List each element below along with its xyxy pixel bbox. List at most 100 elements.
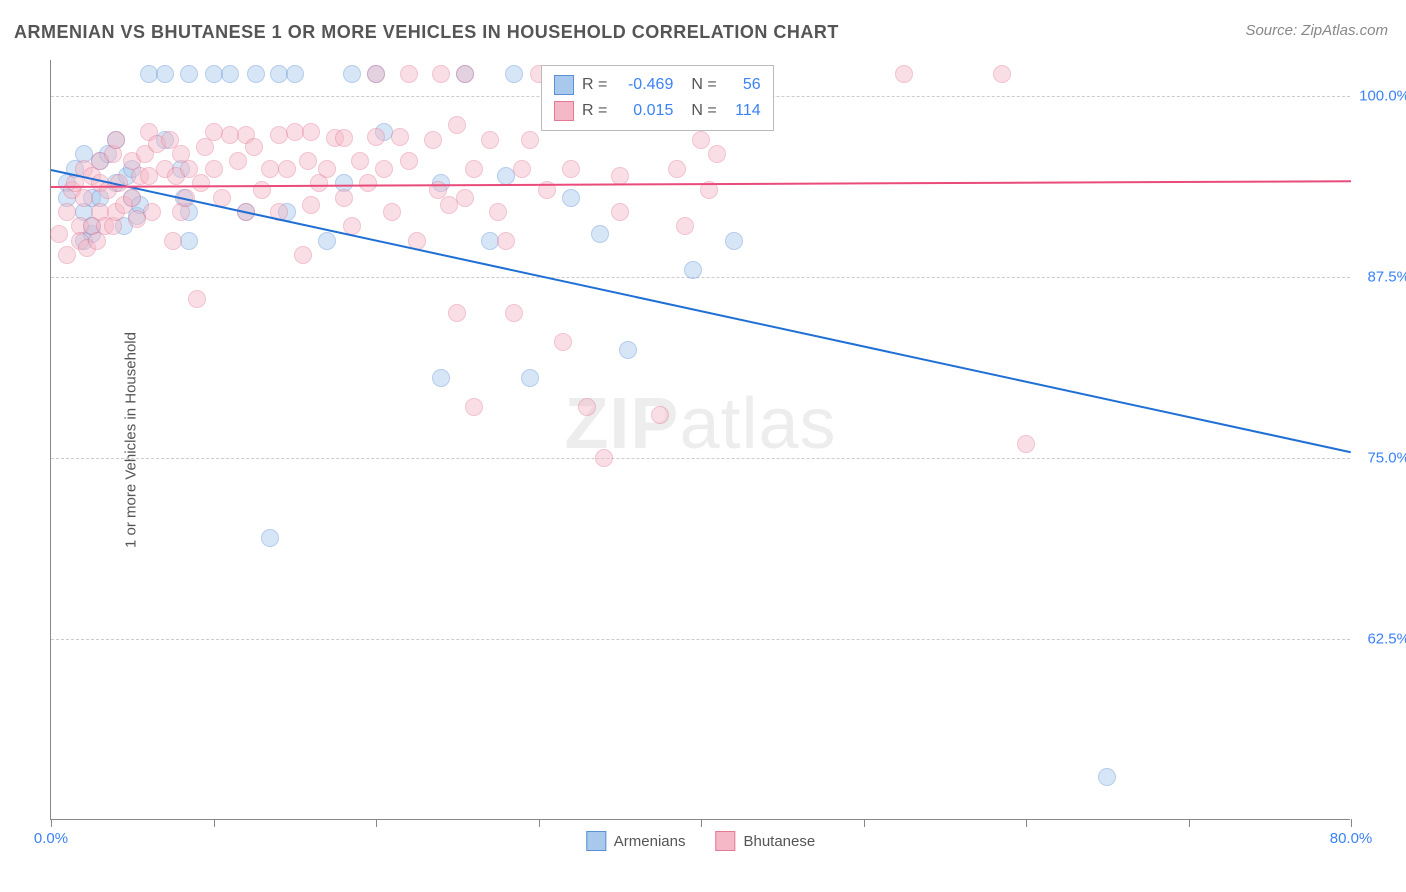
data-point <box>668 160 686 178</box>
data-point <box>180 232 198 250</box>
data-point <box>595 449 613 467</box>
data-point <box>299 152 317 170</box>
data-point <box>456 65 474 83</box>
data-point <box>424 131 442 149</box>
legend-item: Armenians <box>586 831 686 851</box>
x-tick <box>539 819 540 827</box>
data-point <box>432 65 450 83</box>
data-point <box>521 369 539 387</box>
data-point <box>432 369 450 387</box>
data-point <box>318 160 336 178</box>
correlation-legend: R =-0.469N =56R =0.015N =114 <box>541 65 774 131</box>
y-tick-label: 100.0% <box>1359 88 1406 105</box>
data-point <box>123 189 141 207</box>
data-point <box>708 145 726 163</box>
y-axis-title: 1 or more Vehicles in Household <box>122 332 139 548</box>
data-point <box>261 529 279 547</box>
data-point <box>278 160 296 178</box>
data-point <box>343 65 361 83</box>
r-label: R = <box>582 76 607 94</box>
legend-swatch <box>554 75 574 95</box>
r-value: 0.015 <box>617 102 673 120</box>
data-point <box>107 131 125 149</box>
y-tick-label: 62.5% <box>1367 631 1406 648</box>
watermark-rest: atlas <box>679 384 836 464</box>
legend-swatch <box>715 831 735 851</box>
data-point <box>253 181 271 199</box>
data-point <box>367 128 385 146</box>
gridline <box>51 639 1350 640</box>
data-point <box>505 65 523 83</box>
data-point <box>578 398 596 416</box>
data-point <box>180 65 198 83</box>
data-point <box>619 341 637 359</box>
x-tick <box>701 819 702 827</box>
data-point <box>513 160 531 178</box>
data-point <box>489 203 507 221</box>
data-point <box>400 152 418 170</box>
watermark-bold: ZIP <box>564 384 679 464</box>
legend-row: R = 0.015 N = 114 <box>554 98 761 124</box>
data-point <box>497 232 515 250</box>
data-point <box>302 196 320 214</box>
legend-swatch <box>586 831 606 851</box>
data-point <box>221 65 239 83</box>
data-point <box>294 246 312 264</box>
data-point <box>448 304 466 322</box>
data-point <box>245 138 263 156</box>
x-tick <box>214 819 215 827</box>
x-tick <box>51 819 52 827</box>
data-point <box>400 65 418 83</box>
data-point <box>391 128 409 146</box>
legend-row: R =-0.469N =56 <box>554 72 761 98</box>
data-point <box>359 174 377 192</box>
data-point <box>465 398 483 416</box>
data-point <box>1017 435 1035 453</box>
source-attribution: Source: ZipAtlas.com <box>1245 22 1388 39</box>
data-point <box>456 189 474 207</box>
x-tick-label: 0.0% <box>34 830 68 847</box>
data-point <box>692 131 710 149</box>
data-point <box>497 167 515 185</box>
data-point <box>676 217 694 235</box>
data-point <box>164 232 182 250</box>
n-label: N = <box>691 76 716 94</box>
data-point <box>302 123 320 141</box>
data-point <box>286 65 304 83</box>
x-tick <box>1189 819 1190 827</box>
x-tick <box>864 819 865 827</box>
data-point <box>50 225 68 243</box>
data-point <box>521 131 539 149</box>
data-point <box>562 160 580 178</box>
data-point <box>58 246 76 264</box>
y-tick-label: 75.0% <box>1367 450 1406 467</box>
data-point <box>367 65 385 83</box>
data-point <box>58 203 76 221</box>
data-point <box>140 167 158 185</box>
r-label: R = <box>582 102 607 120</box>
data-point <box>562 189 580 207</box>
legend-label: Bhutanese <box>743 833 815 850</box>
chart-title: ARMENIAN VS BHUTANESE 1 OR MORE VEHICLES… <box>14 22 839 43</box>
data-point <box>75 189 93 207</box>
data-point <box>383 203 401 221</box>
data-point <box>505 304 523 322</box>
data-point <box>1098 768 1116 786</box>
legend-label: Armenians <box>614 833 686 850</box>
data-point <box>205 123 223 141</box>
r-value: -0.469 <box>617 76 673 94</box>
data-point <box>591 225 609 243</box>
data-point <box>375 160 393 178</box>
n-value: 114 <box>727 102 761 120</box>
data-point <box>651 406 669 424</box>
data-point <box>993 65 1011 83</box>
data-point <box>156 65 174 83</box>
data-point <box>188 290 206 308</box>
x-tick-label: 80.0% <box>1330 830 1373 847</box>
legend-swatch <box>554 101 574 121</box>
legend-item: Bhutanese <box>715 831 815 851</box>
series-legend: Armenians Bhutanese <box>586 831 815 851</box>
n-label: N = <box>691 102 716 120</box>
data-point <box>448 116 466 134</box>
data-point <box>554 333 572 351</box>
